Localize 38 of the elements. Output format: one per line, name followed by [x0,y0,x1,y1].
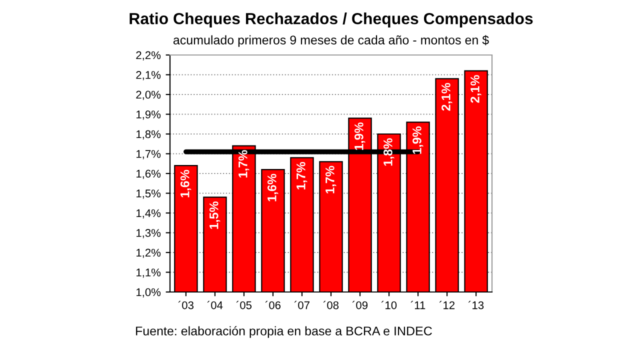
chart-title: Ratio Cheques Rechazados / Cheques Compensados [130,12,533,28]
x-tick-label: ´05 [236,300,252,310]
data-label: 1,6% [267,174,278,202]
y-tick-label: 1,3% [136,229,161,238]
x-tick-label: ´13 [468,300,484,310]
data-label: 1,7% [296,162,308,190]
y-tick-label: 1,4% [136,209,161,218]
data-label: 1,8% [384,138,394,166]
x-tick-label: ´09 [352,300,368,310]
x-tick-label: ´07 [294,300,310,310]
data-label: 1,6% [180,170,192,198]
x-tick-label: ´12 [439,300,455,310]
data-label: 1,7% [238,150,250,178]
y-tick-label: 1,6% [136,170,161,179]
data-label: 2,1% [470,75,482,103]
x-tick-label: ´10 [381,300,397,310]
y-tick-label: 2,2% [136,51,161,60]
data-label: 1,5% [210,201,220,229]
y-tick-label: 2,1% [136,71,161,80]
y-tick-label: 1,5% [136,190,161,199]
data-label: 1,9% [354,122,366,150]
y-tick-label: 1,2% [136,248,161,258]
x-tick-label: ´08 [323,300,339,310]
x-tick-label: ´11 [410,300,426,310]
data-label: 1,9% [412,126,424,154]
source-note: Fuente: elaboración propia en base a BCRA e INDEC [136,326,432,338]
y-tick-label: 1,1% [136,268,161,278]
y-tick-label: 1,8% [136,130,161,140]
chart-subtitle: acumulado primeros 9 meses de cada año - montos en $ [173,35,489,47]
x-tick-label: ´03 [178,300,194,310]
data-label: 2,1% [442,82,452,111]
x-tick-label: ´04 [207,300,223,310]
y-tick-label: 1,7% [136,150,161,160]
data-label: 1,7% [326,166,336,194]
y-tick-label: 1,9% [136,110,161,120]
y-tick-label: 1,0% [136,288,161,298]
x-tick-label: ´06 [265,300,281,310]
y-tick-label: 2,0% [136,90,161,100]
